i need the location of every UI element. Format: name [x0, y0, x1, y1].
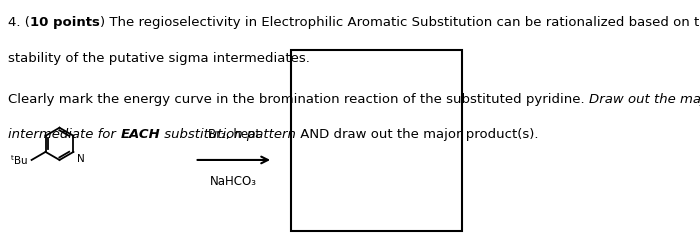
Bar — [290, 50, 462, 231]
Text: 10 points: 10 points — [30, 16, 100, 29]
Text: NaHCO₃: NaHCO₃ — [210, 175, 258, 188]
Text: EACH: EACH — [120, 128, 160, 141]
Text: N: N — [77, 154, 85, 164]
Text: AND draw out the major product(s).: AND draw out the major product(s). — [296, 128, 539, 141]
Text: substitution pattern: substitution pattern — [160, 128, 296, 141]
Text: Clearly mark the energy curve in the bromination reaction of the substituted pyr: Clearly mark the energy curve in the bro… — [8, 93, 589, 106]
Text: ) The regioselectivity in Electrophilic Aromatic Substitution can be rationalize: ) The regioselectivity in Electrophilic … — [100, 16, 700, 29]
Text: $\mathregular{^tBu}$: $\mathregular{^tBu}$ — [10, 153, 28, 167]
Text: Br₂, heat: Br₂, heat — [208, 128, 260, 141]
Text: 4. (: 4. ( — [8, 16, 30, 29]
Text: stability of the putative sigma intermediates.: stability of the putative sigma intermed… — [8, 52, 310, 65]
Text: intermediate for: intermediate for — [8, 128, 120, 141]
Text: Draw out the major sigma: Draw out the major sigma — [589, 93, 700, 106]
